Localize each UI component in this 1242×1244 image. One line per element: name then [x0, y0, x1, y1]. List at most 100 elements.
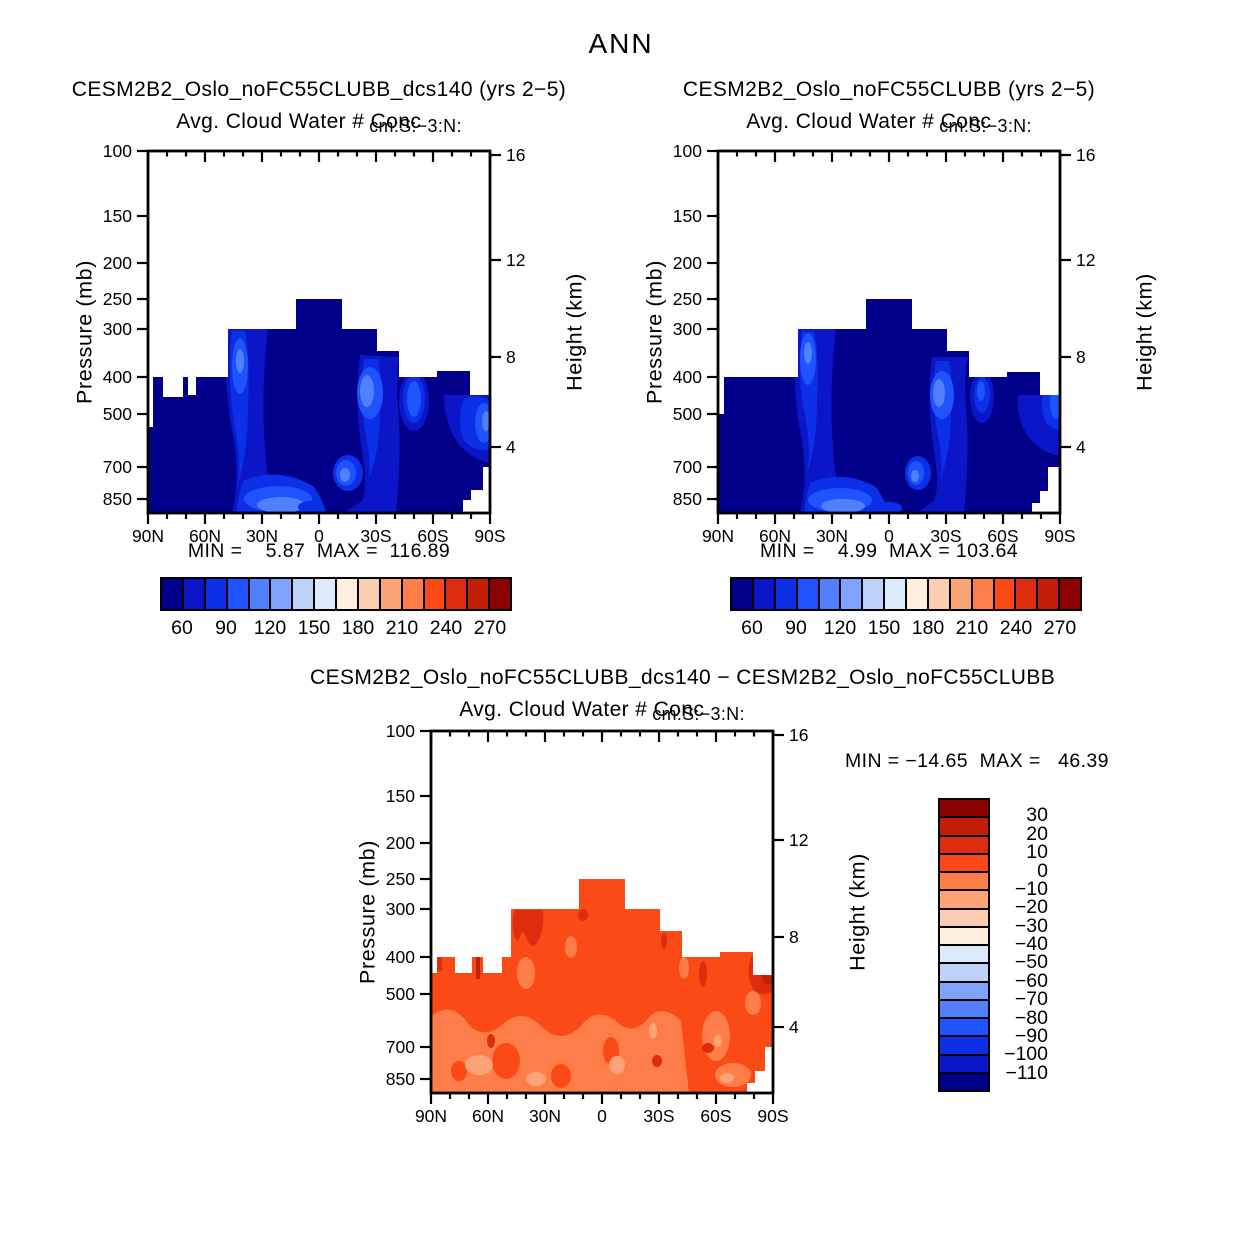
colorbar-tick-label: −60: [1014, 969, 1048, 992]
colorbar-cell: [226, 578, 249, 610]
colorbar-tick-label: 240: [999, 617, 1033, 639]
colorbar-cell: [423, 578, 446, 610]
colorbar-cell: [939, 963, 989, 982]
contour-fill-base: [718, 299, 1060, 513]
colorbar-cell: [906, 578, 928, 610]
lat-tick-label: 90S: [474, 526, 506, 546]
colorbar-horizontal: [730, 577, 1082, 611]
lat-tick-label: 0: [597, 1106, 607, 1126]
pressure-tick-label: 500: [385, 984, 415, 1004]
colorbar-cell: [1037, 578, 1060, 610]
colorbar-cell: [314, 578, 336, 610]
pressure-tick-label: 850: [672, 489, 702, 509]
lat-tick-label: 30S: [930, 526, 962, 546]
colorbar-tick-label: −110: [1005, 1061, 1048, 1084]
lat-tick-label: 30S: [643, 1106, 675, 1126]
lat-tick-label: 0: [884, 526, 894, 546]
height-tick-label: 16: [1076, 145, 1096, 165]
pressure-tick-label: 850: [102, 489, 132, 509]
colorbar-cell: [939, 1018, 989, 1037]
variable-units: cm:S:−3:N:: [369, 116, 462, 136]
lat-tick-label: 90S: [1044, 526, 1076, 546]
colorbar-cell: [401, 578, 424, 610]
contour-plot-top-left: [137, 149, 501, 524]
colorbar-cell: [939, 981, 989, 1000]
colorbar-tick-label: 60: [741, 617, 763, 639]
colorbar-tick-label: 30: [1026, 804, 1048, 827]
pressure-tick-label: 400: [102, 367, 132, 387]
plot-frame: [716, 149, 1062, 515]
lat-tick-label: 90N: [131, 526, 165, 546]
colorbar-cell: [445, 578, 468, 610]
colorbar-cell: [840, 578, 863, 610]
colorbar-cell: [731, 578, 753, 610]
contour-plot-top-right: [707, 149, 1071, 524]
colorbar-cell: [927, 578, 950, 610]
pressure-tick-label: 300: [672, 319, 702, 339]
lat-tick-label: 90N: [701, 526, 735, 546]
lat-tick-label: 90S: [757, 1106, 789, 1126]
colorbar-tick-label: 270: [473, 617, 507, 639]
panel-title-difference: CESM2B2_Oslo_noFC55CLUBB_dcs140 − CESM2B…: [310, 666, 1056, 689]
colorbar-cell: [939, 817, 989, 836]
colorbar-cell: [357, 578, 380, 610]
height-tick-label: 12: [789, 830, 809, 850]
colorbar-tick-label: 210: [385, 617, 419, 639]
lat-tick-label: 30N: [528, 1106, 562, 1126]
colorbar-tick-label: 0: [1037, 859, 1048, 882]
variable-name: Avg. Cloud Water # Conc: [746, 110, 992, 133]
colorbar-tick-label: 270: [1043, 617, 1077, 639]
pressure-tick-label: 200: [672, 253, 702, 273]
colorbar-cell: [939, 945, 989, 964]
height-tick-label: 8: [789, 927, 799, 947]
colorbar-cell: [884, 578, 906, 610]
contour-overlays: [226, 329, 490, 513]
contour-overlays: [431, 909, 773, 1093]
pressure-tick-label: 150: [385, 786, 415, 806]
minmax-stats-top-right: MIN = 4.99 MAX = 103.64: [760, 540, 1018, 562]
colorbar-tick-label: 120: [253, 617, 287, 639]
pressure-tick-label: 850: [385, 1069, 415, 1089]
colorbar-cell: [204, 578, 227, 610]
height-tick-label: 8: [1076, 347, 1086, 367]
colorbar-cell: [1015, 578, 1038, 610]
lat-tick-label: 30N: [815, 526, 849, 546]
minmax-stats-top-left: MIN = 5.87 MAX = 116.89: [187, 540, 451, 562]
colorbar-tick-label: −40: [1014, 933, 1048, 955]
colorbar-cell: [796, 578, 819, 610]
colorbar-cell: [971, 578, 994, 610]
axis-ticks: [137, 149, 501, 524]
colorbar-tick-label: 180: [341, 617, 375, 639]
colorbar-tick-label: 60: [171, 617, 193, 639]
colorbar-tick-label: 150: [297, 617, 331, 639]
variable-units: cm:S:−3:N:: [652, 704, 745, 724]
figure-title: ANN: [588, 28, 654, 59]
colorbar-tick-label: −20: [1014, 896, 1048, 919]
colorbar-tick-label: −10: [1014, 877, 1048, 900]
pressure-tick-label: 100: [102, 141, 132, 161]
lat-tick-label: 30S: [360, 526, 392, 546]
colorbar-cell: [1059, 578, 1081, 610]
variable-name: Avg. Cloud Water # Conc: [176, 110, 422, 133]
height-tick-label: 16: [506, 145, 526, 165]
colorbar-cell: [939, 853, 989, 872]
lat-tick-label: 60N: [471, 1106, 505, 1126]
colorbar-tick-label: 120: [823, 617, 857, 639]
minmax-stats-difference: MIN = −14.65 MAX = 46.39: [845, 750, 1109, 772]
colorbar-cell: [939, 890, 989, 909]
height-tick-label: 4: [1076, 437, 1086, 457]
pressure-tick-label: 250: [672, 289, 702, 309]
colorbar-cell: [336, 578, 358, 610]
colorbar-cell: [939, 835, 989, 854]
colorbar-cell: [182, 578, 205, 610]
colorbar-cell: [939, 999, 989, 1018]
colorbar-tick-label: 180: [911, 617, 945, 639]
height-axis-label: Height (km): [845, 853, 870, 971]
pressure-tick-label: 300: [102, 319, 132, 339]
contour-fill-base: [148, 299, 490, 513]
colorbar-tick-label: 20: [1026, 822, 1048, 845]
pressure-tick-label: 400: [385, 947, 415, 967]
colorbar-cell: [752, 578, 775, 610]
colorbar-cell: [939, 1036, 989, 1055]
colorbar-cell: [379, 578, 402, 610]
